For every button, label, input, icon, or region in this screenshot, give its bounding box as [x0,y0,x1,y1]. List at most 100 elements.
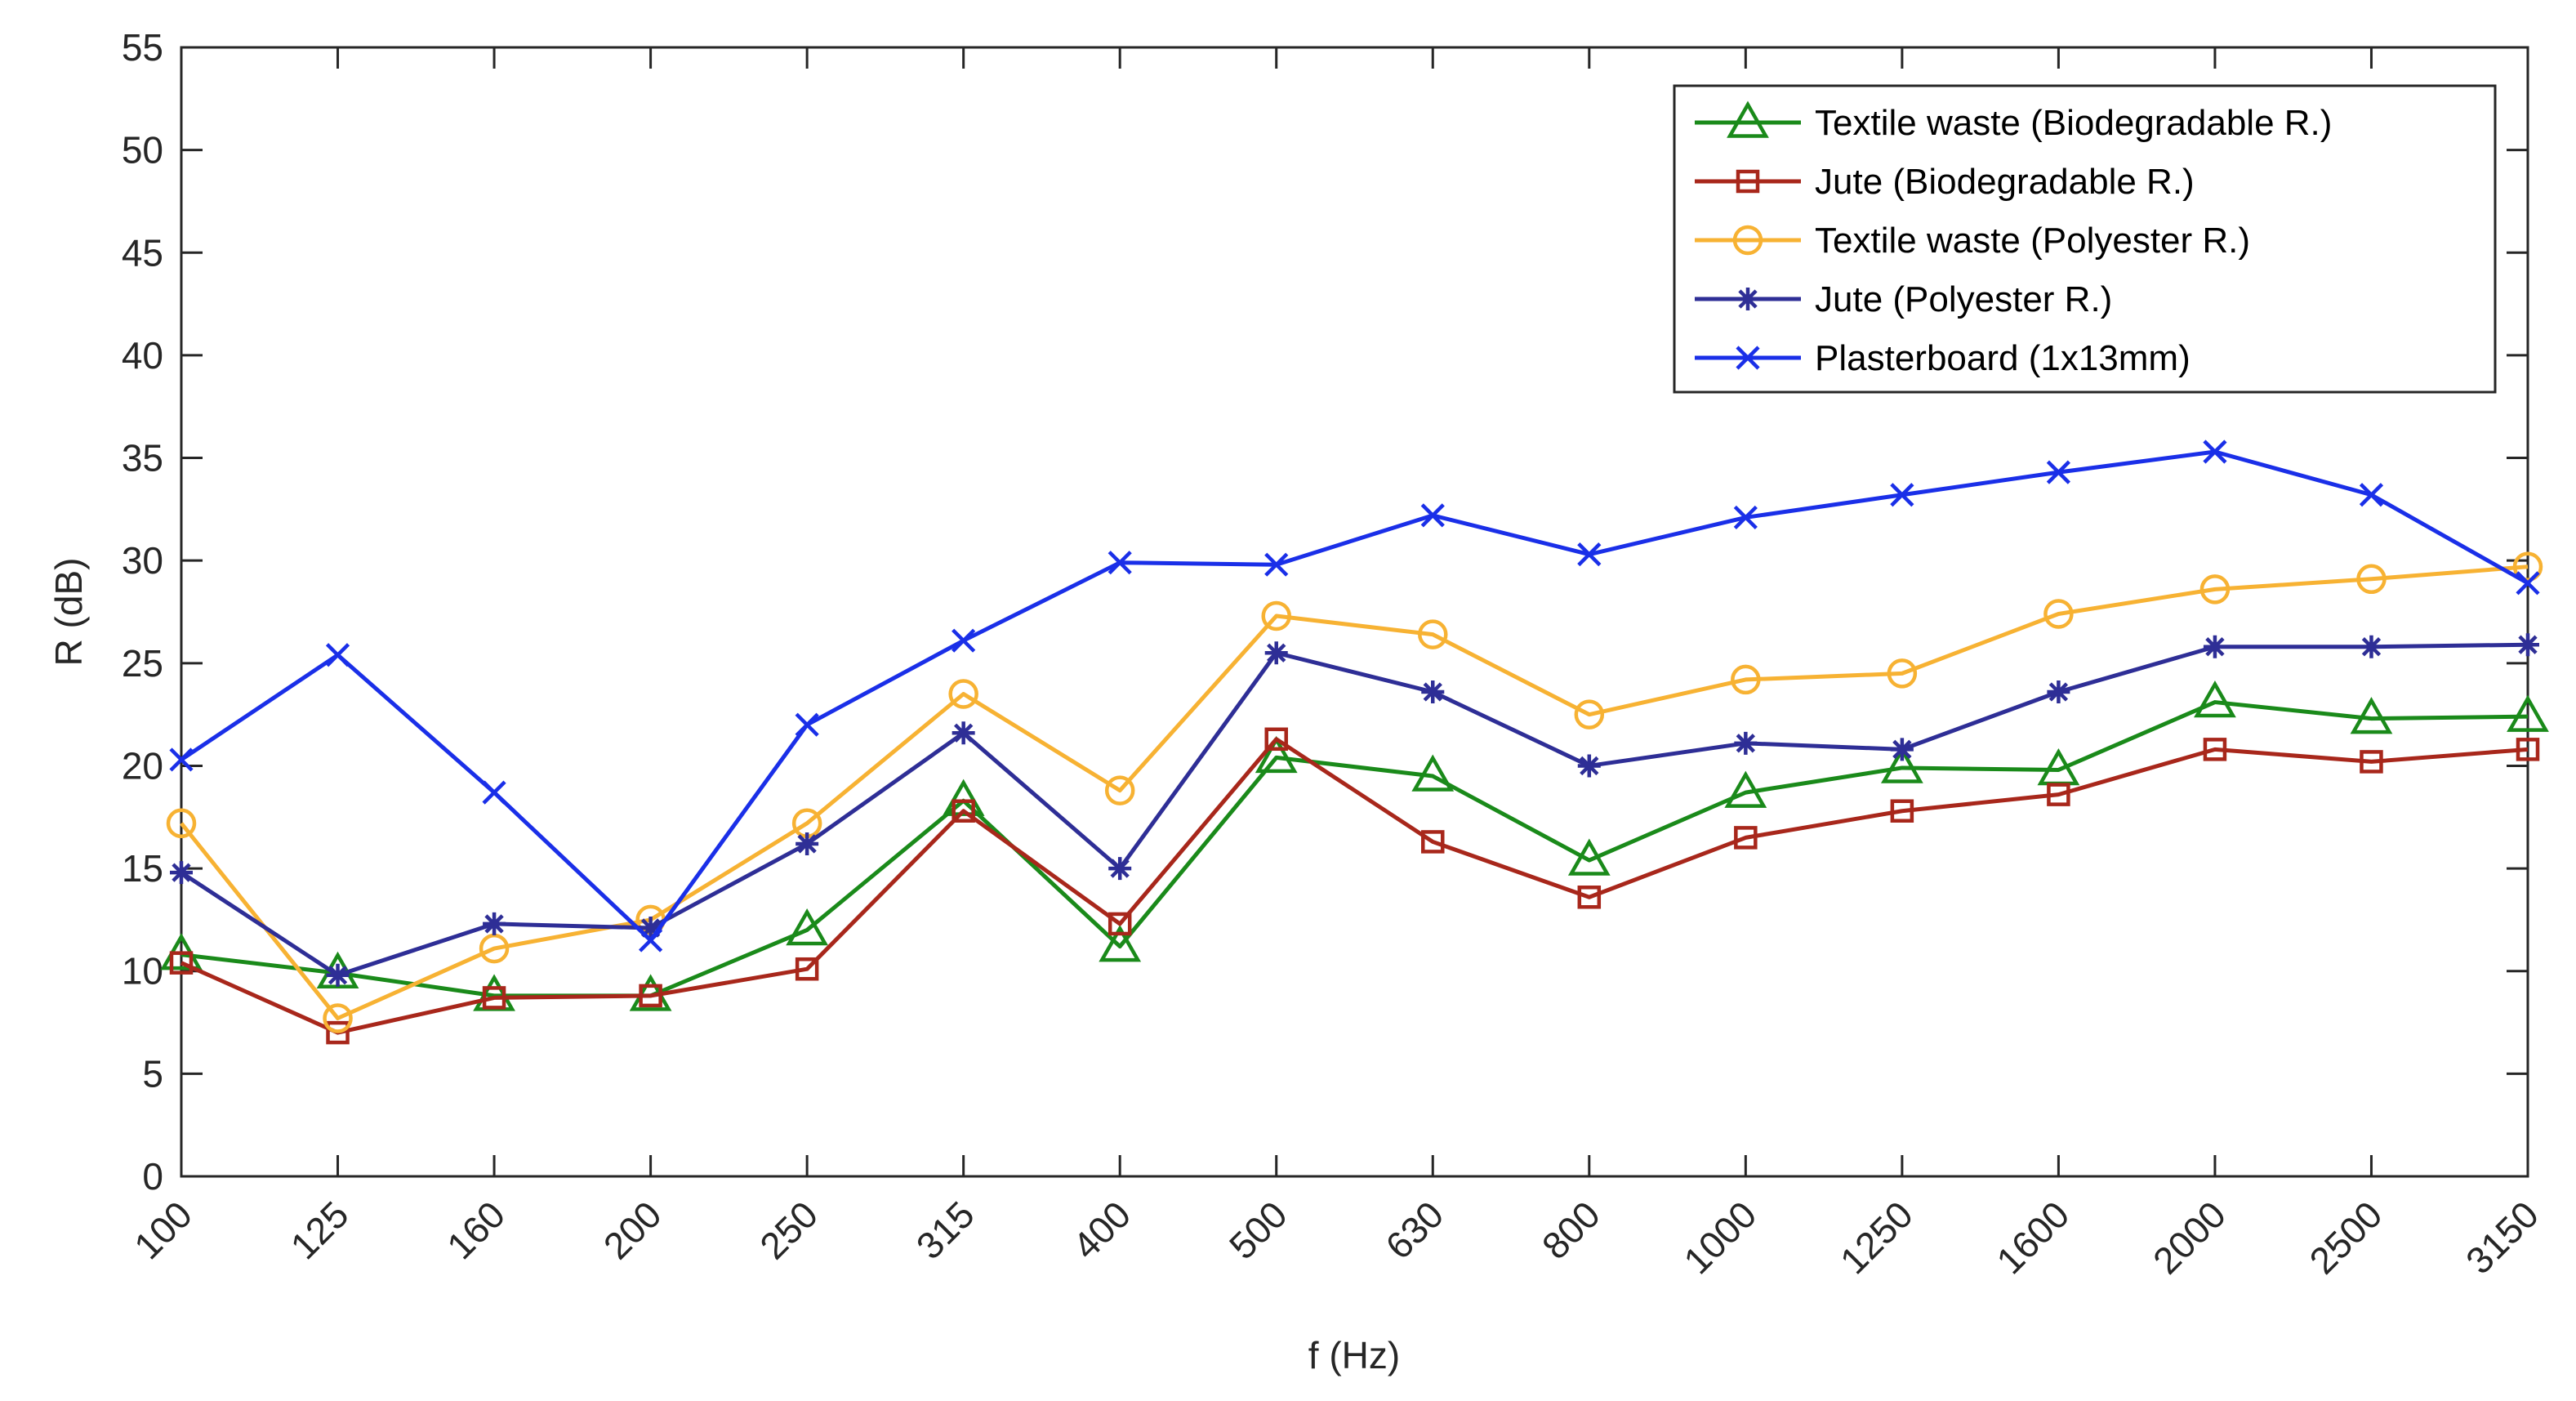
data-point [2516,633,2539,657]
data-point [952,799,975,823]
data-point [2360,750,2383,774]
legend-marker [1736,169,1760,194]
data-point [2507,694,2549,732]
y-tick-label: 50 [122,129,163,172]
data-point [1264,727,1288,752]
data-point [1099,925,1142,962]
data-point [2046,460,2070,484]
series-3 [166,551,2543,1033]
legend-entry: Textile waste (Biodegradable R.) [1695,100,2332,143]
y-tick-label: 10 [122,950,163,993]
data-point [1577,886,1602,909]
data-point [2043,599,2074,629]
data-point [1724,770,1767,808]
legend-box [1673,84,2497,394]
legend: Textile waste (Biodegradable R.) Jute (Bi… [1673,84,2497,394]
data-point [169,951,194,975]
data-point [1880,746,1923,783]
y-tick-label: 15 [122,847,163,890]
data-point [795,957,819,981]
data-point [1108,857,1132,881]
data-point [948,679,978,709]
data-point [2194,680,2236,718]
legend-entry: Jute (Biodegradable R.) [1695,162,2195,202]
data-point [1567,838,1611,876]
series-layer [160,439,2549,1045]
data-point [326,1020,350,1045]
data-point [1104,775,1135,805]
data-point [952,628,976,653]
data-point [479,933,510,964]
series-line [180,564,2529,1021]
data-point [1887,658,1918,689]
y-axis-ticks: 0 5 10 15 20 25 30 35 40 45 50 55 [122,26,2528,1198]
data-point [1411,754,1455,792]
data-point [170,861,193,885]
data-point [952,721,975,745]
data-point [795,712,819,737]
data-point [2359,483,2384,507]
data-point [1108,551,1132,575]
data-point [2047,680,2070,703]
data-point [1577,542,1602,567]
legend-entry: Plasterboard (1x13mm) [1695,338,2190,378]
data-point [2203,439,2227,464]
data-point [2350,697,2393,734]
data-point [1890,738,1914,761]
y-axis-title: R (dB) [47,558,90,667]
series-2 [169,727,2540,1045]
legend-marker [1736,288,1759,310]
data-point [2516,571,2540,596]
legend-label: Textile waste (Biodegradable R.) [1815,103,2332,143]
data-point [483,912,506,935]
data-point [2199,574,2231,605]
legend-label: Jute (Polyester R.) [1815,279,2112,319]
data-point [796,832,819,855]
y-tick-label: 0 [142,1155,163,1198]
data-point [482,986,506,1010]
x-axis-title: f (Hz) [1308,1334,1400,1376]
data-point [2512,551,2543,582]
data-point [1574,699,1605,730]
series-line [180,737,2529,1035]
data-point [639,916,662,939]
data-point [1264,641,1288,665]
data-point [1577,754,1601,778]
data-point [639,928,663,953]
data-point [786,908,829,946]
series-4 [170,633,2539,987]
legend-entry: Jute (Polyester R.) [1695,279,2112,319]
data-point [323,1003,353,1033]
legend-label: Jute (Biodegradable R.) [1815,162,2195,202]
data-point [169,747,194,772]
data-point [1108,912,1132,936]
data-point [2203,635,2226,658]
data-point [166,808,197,839]
data-point [325,643,350,667]
y-tick-label: 30 [122,539,163,582]
series-line [180,642,2529,978]
series-5 [169,439,2540,953]
data-point [1264,552,1289,577]
data-point [1418,619,1448,649]
data-point [1734,731,1758,755]
data-point [1420,503,1445,528]
y-tick-label: 25 [122,642,163,685]
legend-label: Plasterboard (1x13mm) [1815,338,2190,378]
series-line [180,449,2529,943]
y-tick-label: 40 [122,334,163,377]
legend-label: Textile waste (Polyester R.) [1815,221,2250,261]
y-tick-label: 45 [122,231,163,274]
data-point [1255,735,1298,774]
legend-entry: Textile waste (Polyester R.) [1695,221,2250,261]
legend-marker [1736,346,1760,370]
data-point [942,779,985,816]
data-point [1731,664,1761,695]
data-point [1421,830,1445,854]
data-point [1890,483,1914,507]
legend-marker [1727,100,1769,138]
data-point [2360,635,2383,658]
data-point [2047,783,2070,806]
y-tick-label: 20 [122,744,163,787]
data-point [2356,564,2387,595]
